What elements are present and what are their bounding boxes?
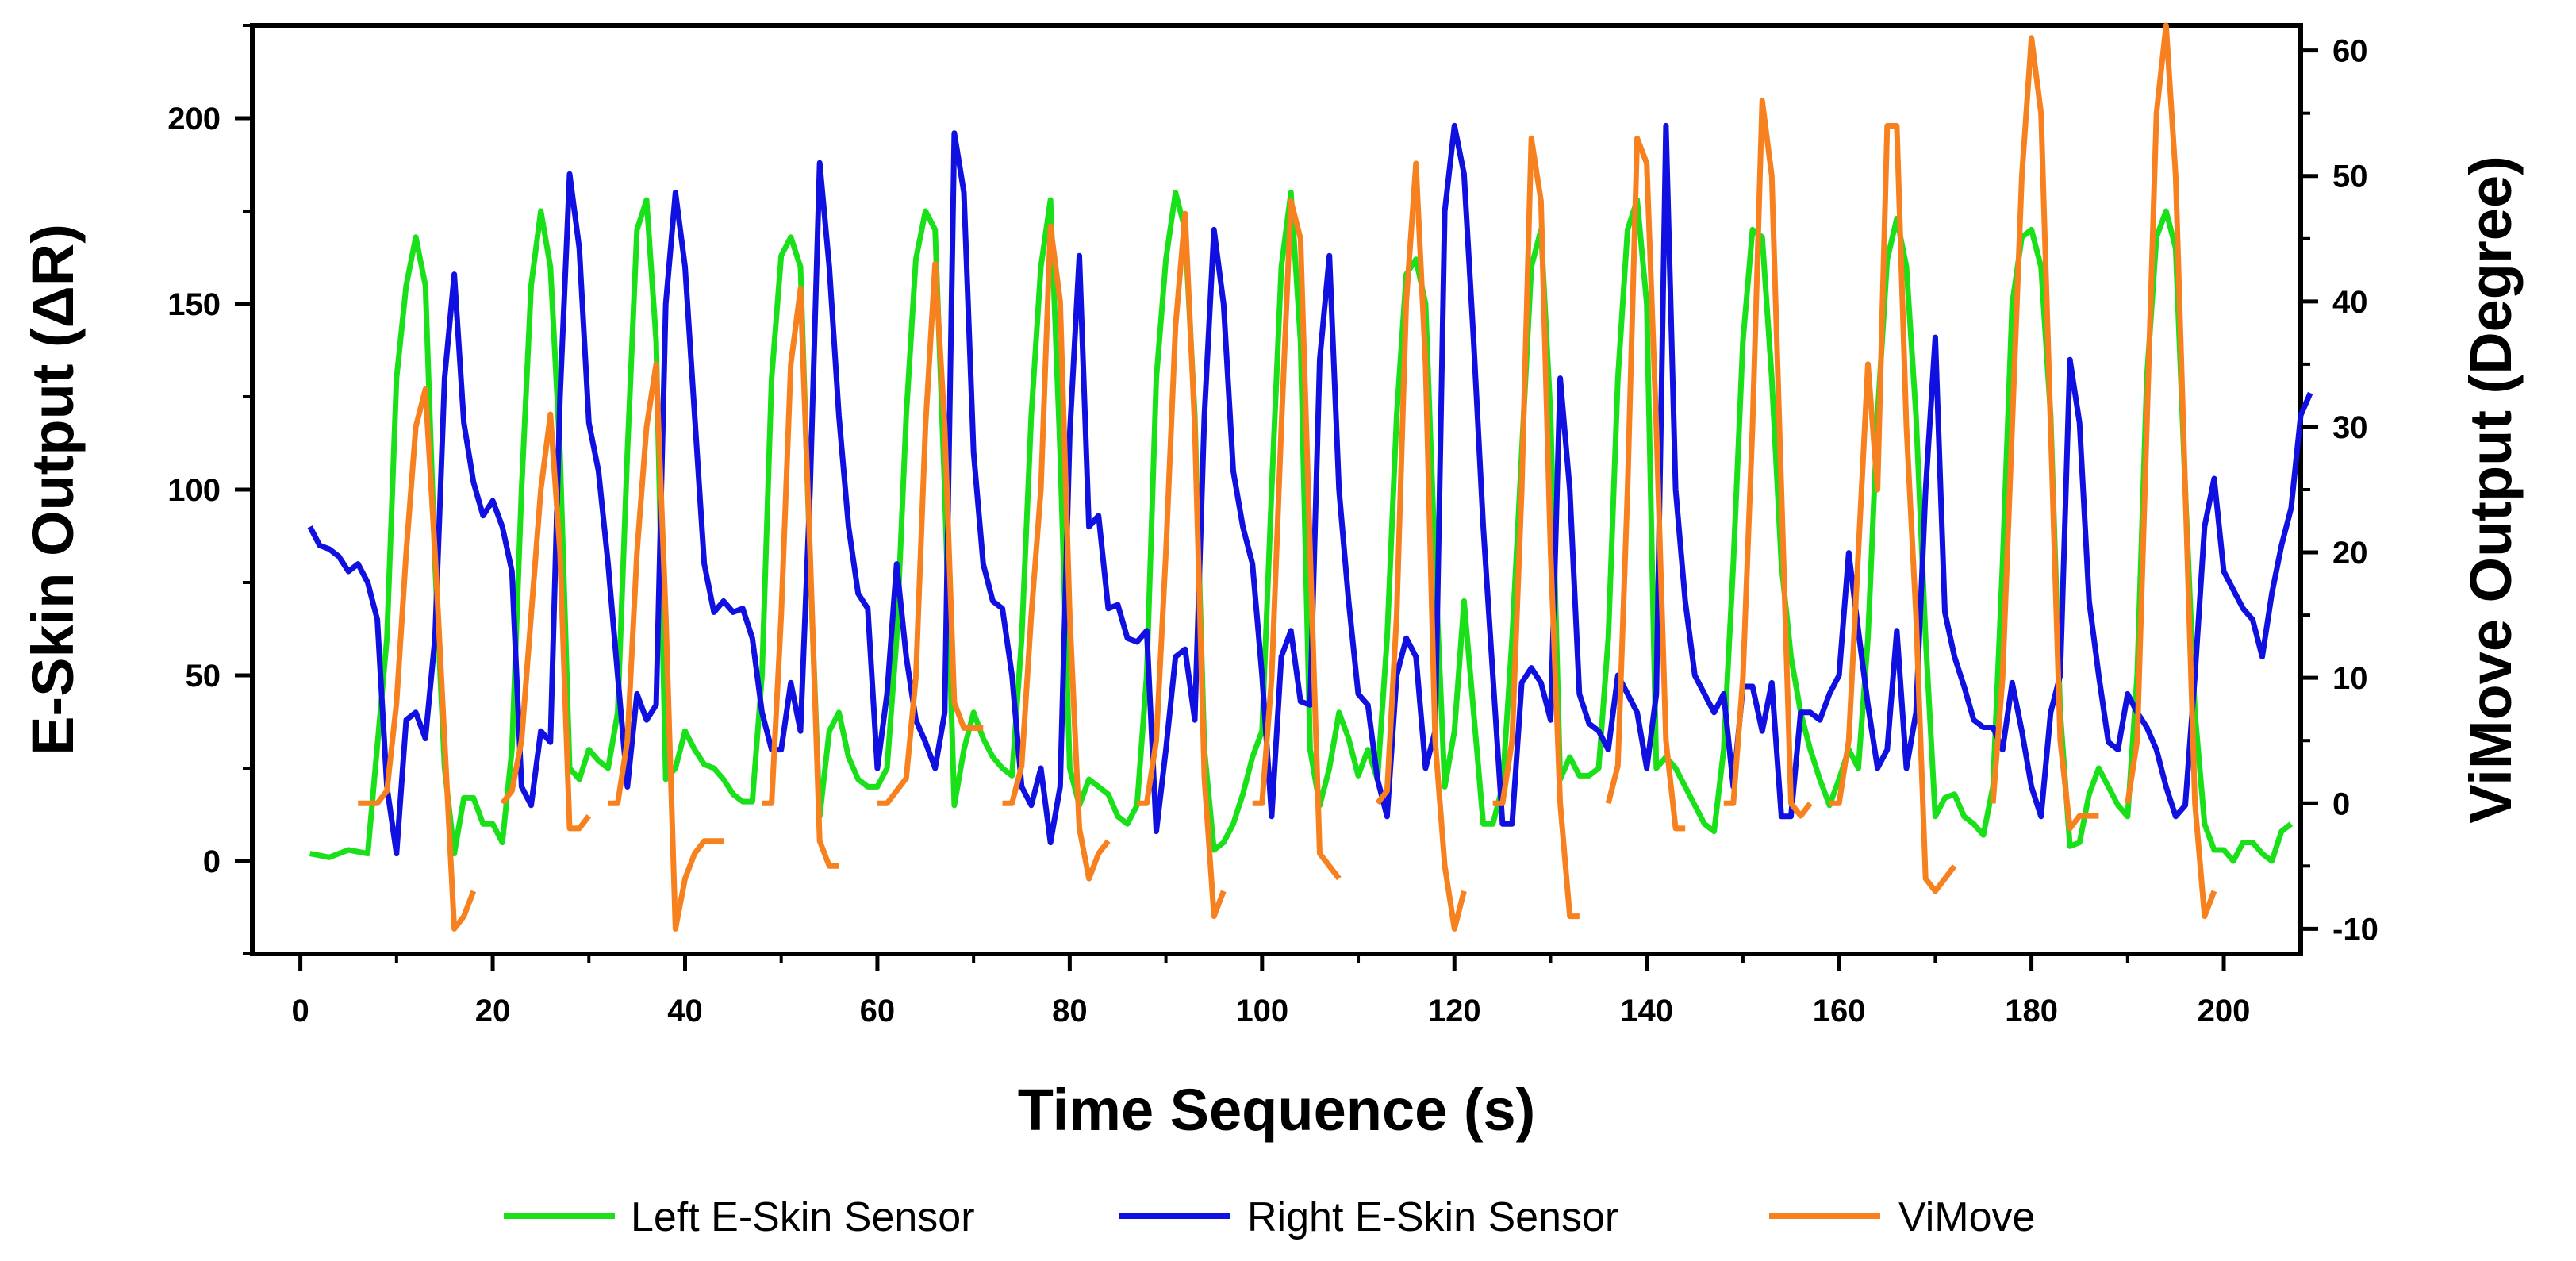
y-left-tick-label: 150	[167, 287, 221, 322]
y-axis-left-title: E-Skin Output (ΔR)	[20, 224, 86, 755]
y-right-tick-label: 50	[2332, 160, 2368, 194]
y-left-tick-label: 0	[203, 844, 221, 879]
series-line-vimove-seg-9	[1492, 135, 1580, 920]
y-axis-right-title: ViMove Output (Degree)	[2458, 156, 2524, 824]
series-line-right-e-skin-sensor	[307, 122, 2313, 857]
series-line-vimove-seg-1	[500, 411, 592, 832]
x-tick-label: 20	[475, 994, 511, 1028]
series-line-vimove-seg-6	[1137, 210, 1227, 920]
y-right-tick-label: 0	[2332, 786, 2350, 821]
series-line-vimove-seg-8	[1375, 160, 1467, 932]
y-left-tick-label: 200	[167, 102, 221, 136]
y-right-tick-label: 10	[2332, 661, 2368, 696]
x-tick-label: 80	[1052, 994, 1088, 1028]
y-axis-left: 0 50 100 150 200	[167, 24, 252, 955]
x-tick-label: 140	[1620, 994, 1673, 1028]
series-line-vimove-seg-10	[1605, 135, 1686, 832]
series-line-vimove-seg-7	[1252, 198, 1342, 881]
series-line-vimove-seg-2	[608, 361, 724, 932]
y-right-tick-label: -10	[2332, 912, 2378, 947]
series-line-vimove-seg-3	[762, 286, 839, 869]
series-line-vimove-seg-0	[358, 386, 477, 932]
x-tick-label: 40	[667, 994, 703, 1028]
legend: Left E-Skin Sensor Right E-Skin Sensor V…	[504, 1194, 2035, 1240]
series-line-vimove-seg-4	[877, 260, 984, 806]
legend-label-vimove: ViMove	[1898, 1194, 2035, 1240]
y-right-tick-label: 60	[2332, 34, 2368, 69]
x-tick-label: 100	[1235, 994, 1288, 1028]
y-axis-right: -10 0 10 20 30 40 50 60	[2301, 34, 2378, 947]
series-line-vimove-seg-12	[1829, 123, 1957, 894]
y-right-tick-label: 30	[2332, 410, 2368, 445]
x-tick-label: 200	[2198, 994, 2251, 1028]
series-line-vimove-seg-11	[1723, 98, 1813, 819]
x-axis: 0 20 40 60 80 100 120 140 160 180 200	[291, 954, 2250, 1028]
series-line-vimove-seg-5	[1002, 223, 1111, 882]
x-tick-label: 180	[2005, 994, 2058, 1028]
series-line-vimove-seg-13	[1990, 35, 2099, 832]
y-right-tick-label: 20	[2332, 536, 2368, 571]
x-tick-label: 0	[291, 994, 309, 1028]
series-line-vimove-seg-14	[2125, 22, 2217, 920]
x-tick-label: 160	[1813, 994, 1866, 1028]
legend-label-right-e-skin: Right E-Skin Sensor	[1247, 1194, 1618, 1240]
y-left-tick-label: 50	[186, 659, 221, 694]
y-left-tick-label: 100	[167, 473, 221, 508]
y-right-tick-label: 40	[2332, 285, 2368, 320]
x-tick-label: 60	[860, 994, 896, 1028]
x-axis-title: Time Sequence (s)	[1018, 1077, 1536, 1143]
legend-label-left-e-skin: Left E-Skin Sensor	[631, 1194, 975, 1240]
x-tick-label: 120	[1428, 994, 1481, 1028]
series-layer	[307, 22, 2313, 932]
